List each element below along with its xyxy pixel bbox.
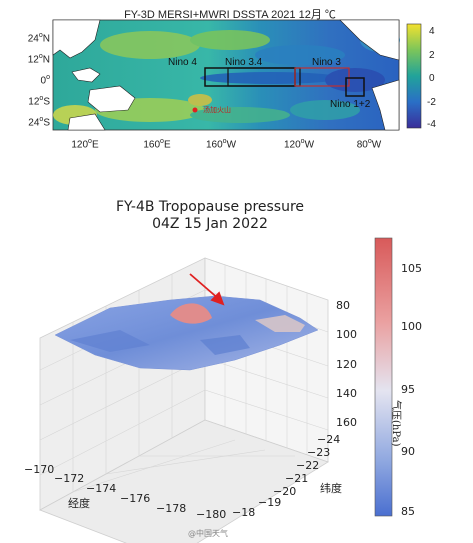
nino34-box [227,67,301,87]
lon-label-160w: 160oW [205,138,237,151]
lat-label-12s: 12oS [28,95,50,108]
sst-map [52,19,422,131]
x-axis-label: 经度 [68,497,90,510]
map-title: FY-3D MERSI+MWRI DSSTA 2021 12月 ℃ [124,9,336,21]
pressure-surface [54,295,319,371]
land [52,19,400,131]
x-tick-174: −174 [86,482,117,495]
y-tick-22: −22 [296,459,320,472]
p-cb-tick-90: 90 [401,445,415,458]
nino4-label: Nino 4 [168,57,197,68]
lon-label-120w: 120oW [283,138,315,151]
tonga-marker [192,107,198,113]
plot3d-title-line2: 04Z 15 Jan 2022 [152,216,268,232]
lat-label-24s: 24oS [28,116,50,129]
lat-label-12n: 12oN [27,53,50,66]
y-tick-19: −19 [258,496,282,509]
x-tick-180: −180 [196,508,227,521]
pressure-colorbar-label: 气压(hPa) [390,400,401,447]
sst-cb-tick-2: 2 [429,50,435,61]
watermark: @中国天气 [188,529,228,538]
z-tick-80: 80 [336,299,350,312]
tonga-label: 汤加火山 [203,106,231,114]
p-cb-tick-95: 95 [401,383,415,396]
lon-label-160e: 160oE [143,138,171,151]
plot3d-title-line1: FY-4B Tropopause pressure [115,199,305,215]
nino3-box [294,67,350,87]
sst-cb-tick-0: 0 [429,73,435,84]
nino3-label: Nino 3 [312,57,341,68]
z-tick-120: 120 [336,358,357,371]
sst-cb-tick-neg2: -2 [427,97,436,108]
z-tick-140: 140 [336,387,357,400]
sst-cb-tick-4: 4 [429,26,435,37]
z-tick-100: 100 [336,328,357,341]
y-tick-20: −20 [273,485,297,498]
lat-label-24n: 24oN [27,32,50,45]
p-cb-tick-105: 105 [401,262,422,275]
nino12-label: Nino 1+2 [330,99,371,110]
lon-label-80w: 80oW [356,138,382,151]
lon-label-120e: 120oE [71,138,99,151]
x-tick-176: −176 [120,492,151,505]
lat-label-0: 0o [40,74,50,87]
y-tick-23: −23 [307,446,331,459]
x-tick-178: −178 [156,502,187,515]
x-tick-172: −172 [54,472,85,485]
plot3d-title: FY-4B Tropopause pressure 04Z 15 Jan 202… [40,199,380,233]
p-cb-tick-100: 100 [401,320,422,333]
y-tick-21: −21 [285,472,309,485]
sst-cb-tick-neg4: -4 [427,119,436,130]
nino34-label: Nino 3.4 [225,57,263,68]
y-tick-24: −24 [317,433,341,446]
p-cb-tick-85: 85 [401,505,415,518]
x-tick-170: −170 [24,463,55,476]
z-tick-160: 160 [336,416,357,429]
volcano-arrow-icon [189,273,225,306]
y-tick-18: −18 [232,506,256,519]
nino12-box [345,77,365,97]
sst-colorbar [406,23,422,129]
pressure-colorbar [374,237,393,517]
y-axis-label: 纬度 [320,482,342,495]
